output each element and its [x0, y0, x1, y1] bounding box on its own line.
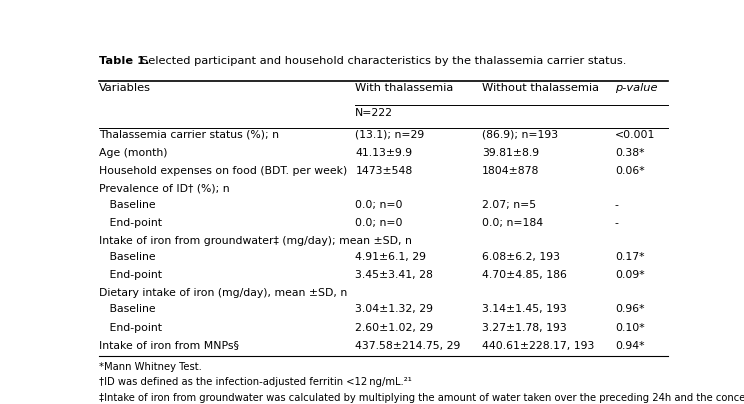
Text: Prevalence of ID† (%); n: Prevalence of ID† (%); n [99, 184, 229, 194]
Text: Variables: Variables [99, 83, 151, 93]
Text: 0.96*: 0.96* [615, 305, 644, 314]
Text: 4.91±6.1, 29: 4.91±6.1, 29 [356, 252, 426, 262]
Text: (86.9); n=193: (86.9); n=193 [482, 130, 558, 140]
Text: 0.38*: 0.38* [615, 148, 644, 158]
Text: 1804±878: 1804±878 [482, 166, 539, 176]
Text: End-point: End-point [99, 218, 161, 228]
Text: Household expenses on food (BDT. per week): Household expenses on food (BDT. per wee… [99, 166, 347, 176]
Text: N=222: N=222 [356, 108, 394, 118]
Text: Baseline: Baseline [99, 252, 155, 262]
Text: 2.60±1.02, 29: 2.60±1.02, 29 [356, 322, 434, 332]
Text: 6.08±6.2, 193: 6.08±6.2, 193 [482, 252, 560, 262]
Text: Without thalassemia: Without thalassemia [482, 83, 599, 93]
Text: p-value: p-value [615, 83, 657, 93]
Text: 1473±548: 1473±548 [356, 166, 413, 176]
Text: Intake of iron from groundwater‡ (mg/day); mean ±SD, n: Intake of iron from groundwater‡ (mg/day… [99, 236, 411, 246]
Text: Selected participant and household characteristics by the thalassemia carrier st: Selected participant and household chara… [141, 56, 626, 66]
Text: 0.94*: 0.94* [615, 341, 644, 351]
Text: 0.0; n=0: 0.0; n=0 [356, 218, 403, 228]
Text: 440.61±228.17, 193: 440.61±228.17, 193 [482, 341, 594, 351]
Text: Table 1.: Table 1. [99, 56, 149, 66]
Text: 0.17*: 0.17* [615, 252, 644, 262]
Text: <0.001: <0.001 [615, 130, 655, 140]
Text: 437.58±214.75, 29: 437.58±214.75, 29 [356, 341, 461, 351]
Text: 3.14±1.45, 193: 3.14±1.45, 193 [482, 305, 567, 314]
Text: 3.27±1.78, 193: 3.27±1.78, 193 [482, 322, 567, 332]
Text: *Mann Whitney Test.: *Mann Whitney Test. [99, 362, 202, 372]
Text: Baseline: Baseline [99, 305, 155, 314]
Text: -: - [615, 200, 619, 210]
Text: End-point: End-point [99, 270, 161, 280]
Text: 0.0; n=0: 0.0; n=0 [356, 200, 403, 210]
Text: 0.09*: 0.09* [615, 270, 644, 280]
Text: Intake of iron from MNPs§: Intake of iron from MNPs§ [99, 341, 239, 351]
Text: 3.45±3.41, 28: 3.45±3.41, 28 [356, 270, 433, 280]
Text: 0.06*: 0.06* [615, 166, 644, 176]
Text: 0.10*: 0.10* [615, 322, 644, 332]
Text: 2.07; n=5: 2.07; n=5 [482, 200, 536, 210]
Text: ‡Intake of iron from groundwater was calculated by multiplying the amount of wat: ‡Intake of iron from groundwater was cal… [99, 393, 744, 403]
Text: Baseline: Baseline [99, 200, 155, 210]
Text: 3.04±1.32, 29: 3.04±1.32, 29 [356, 305, 433, 314]
Text: Dietary intake of iron (mg/day), mean ±SD, n: Dietary intake of iron (mg/day), mean ±S… [99, 288, 347, 298]
Text: 39.81±8.9: 39.81±8.9 [482, 148, 539, 158]
Text: 0.0; n=184: 0.0; n=184 [482, 218, 543, 228]
Text: 41.13±9.9: 41.13±9.9 [356, 148, 412, 158]
Text: End-point: End-point [99, 322, 161, 332]
Text: †ID was defined as the infection-adjusted ferritin <12 ng/mL.²¹: †ID was defined as the infection-adjuste… [99, 377, 411, 387]
Text: Thalassemia carrier status (%); n: Thalassemia carrier status (%); n [99, 130, 279, 140]
Text: Age (month): Age (month) [99, 148, 167, 158]
Text: 4.70±4.85, 186: 4.70±4.85, 186 [482, 270, 567, 280]
Text: With thalassemia: With thalassemia [356, 83, 454, 93]
Text: (13.1); n=29: (13.1); n=29 [356, 130, 425, 140]
Text: -: - [615, 218, 619, 228]
